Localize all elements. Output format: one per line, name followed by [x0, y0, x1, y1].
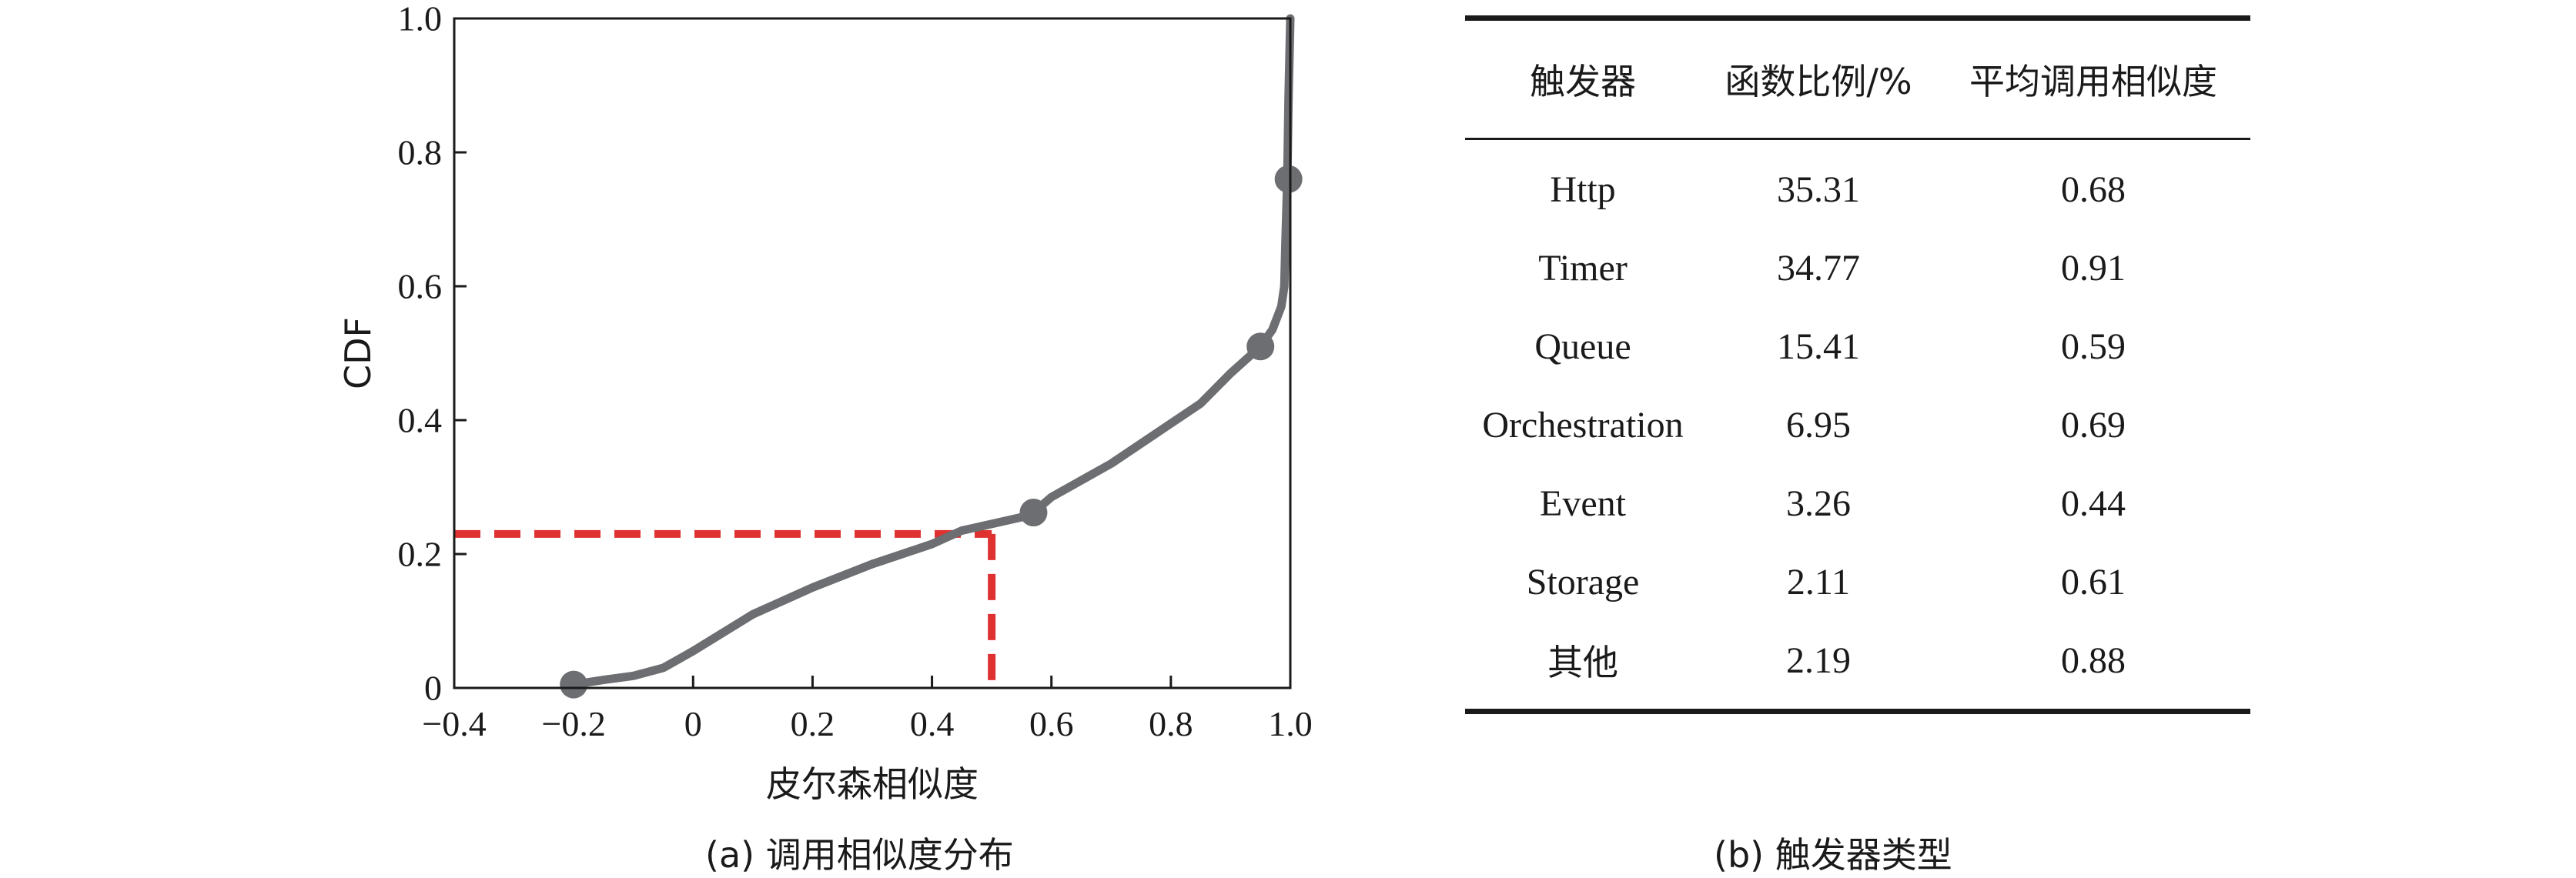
- table-caption: (b) 触发器类型: [1714, 834, 1952, 876]
- cell-ratio: 15.41: [1777, 325, 1860, 367]
- table-bottom-rule: [1465, 709, 2250, 714]
- cell-trigger: Queue: [1534, 325, 1631, 367]
- x-tick-label: 0.2: [791, 704, 835, 743]
- plot-frame: [453, 17, 1292, 689]
- cell-trigger: Storage: [1526, 561, 1640, 603]
- series-layer: [560, 14, 1303, 699]
- cell-ratio: 2.19: [1786, 639, 1851, 681]
- cdf-marker: [1274, 165, 1303, 193]
- table-row: Orchestration 6.95 0.69: [1465, 386, 2250, 464]
- cdf-marker: [1019, 499, 1048, 527]
- y-tick-label: 0.6: [398, 267, 443, 306]
- table-row: 其他 2.19 0.88: [1465, 621, 2250, 699]
- cell-similarity: 0.88: [2061, 639, 2126, 681]
- table-top-rule: [1465, 15, 2250, 21]
- y-axis-ticks: 0 0.2 0.4 0.6 0.8 1.0: [398, 0, 467, 708]
- y-tick-label: 1.0: [398, 0, 443, 38]
- cell-trigger: Event: [1540, 482, 1626, 524]
- cell-similarity: 0.61: [2061, 561, 2126, 603]
- header-trigger: 触发器: [1530, 61, 1636, 102]
- cell-ratio: 2.11: [1786, 561, 1851, 603]
- table-row: Event 3.26 0.44: [1465, 464, 2250, 542]
- cell-ratio: 6.95: [1786, 404, 1851, 446]
- x-tick-label: −0.2: [541, 704, 605, 743]
- table-header-rule: [1465, 138, 2250, 140]
- chart-caption: (a) 调用相似度分布: [705, 834, 1014, 876]
- cell-trigger: Orchestration: [1482, 404, 1684, 446]
- cell-trigger: 其他: [1547, 642, 1618, 683]
- cdf-marker: [1246, 332, 1275, 361]
- cell-trigger: Timer: [1538, 247, 1628, 289]
- y-axis-title: CDF: [337, 317, 379, 389]
- trigger-table: 触发器 函数比例/% 平均调用相似度 Http 35.31 0.68 Timer…: [1465, 15, 2250, 714]
- cell-trigger: Http: [1550, 169, 1616, 210]
- x-axis-ticks: −0.4 −0.2 0 0.2 0.4 0.6 0.8 1.0: [422, 676, 1313, 743]
- cell-ratio: 3.26: [1786, 482, 1851, 524]
- trigger-table-grid: 触发器 函数比例/% 平均调用相似度: [1465, 21, 2250, 138]
- table-header-row: 触发器 函数比例/% 平均调用相似度: [1465, 21, 2250, 138]
- table-row: Timer 34.77 0.91: [1465, 229, 2250, 307]
- cell-ratio: 34.77: [1777, 247, 1860, 289]
- header-avg-similarity: 平均调用相似度: [1969, 61, 2217, 102]
- cdf-marker: [560, 670, 588, 699]
- cdf-curve: [569, 14, 1295, 689]
- x-tick-label: 0: [684, 704, 702, 743]
- table-row: Http 35.31 0.68: [1465, 140, 2250, 229]
- cell-similarity: 0.44: [2061, 482, 2126, 524]
- x-tick-label: 1.0: [1268, 704, 1313, 743]
- annotation-layer: [454, 529, 996, 688]
- cell-similarity: 0.91: [2061, 247, 2126, 289]
- y-tick-label: 0.2: [398, 535, 443, 574]
- cell-similarity: 0.69: [2061, 404, 2126, 446]
- x-tick-label: 0.4: [910, 704, 955, 743]
- x-tick-label: 0.6: [1029, 704, 1074, 743]
- y-tick-label: 0.8: [398, 133, 443, 172]
- cell-similarity: 0.68: [2061, 169, 2126, 210]
- x-axis-title: 皮尔森相似度: [766, 763, 979, 805]
- table-row: Storage 2.11 0.61: [1465, 542, 2250, 621]
- x-tick-label: −0.4: [422, 704, 486, 743]
- cell-similarity: 0.59: [2061, 325, 2126, 367]
- x-tick-label: 0.8: [1149, 704, 1193, 743]
- cell-ratio: 35.31: [1777, 169, 1860, 210]
- y-tick-label: 0.4: [398, 401, 443, 440]
- header-function-ratio: 函数比例/%: [1725, 61, 1912, 102]
- y-tick-label: 0: [424, 669, 442, 708]
- table-row: Queue 15.41 0.59: [1465, 307, 2250, 386]
- trigger-table-body: Http 35.31 0.68 Timer 34.77 0.91 Queue 1…: [1465, 140, 2250, 699]
